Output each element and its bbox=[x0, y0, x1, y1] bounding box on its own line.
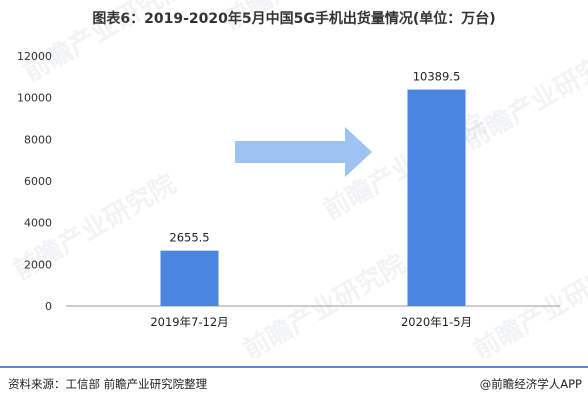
watermark-text: 前瞻产业研究院 bbox=[18, 0, 191, 88]
source-note: 资料来源：工信部 前瞻产业研究院整理 bbox=[8, 377, 208, 391]
data-label: 10389.5 bbox=[413, 70, 461, 84]
y-tick-label: 8000 bbox=[24, 133, 52, 146]
credit-note: @前瞻经济学人APP bbox=[479, 377, 582, 391]
watermark-text: 前瞻产业研究院 bbox=[218, 0, 391, 36]
y-tick-label: 6000 bbox=[24, 175, 52, 188]
footer-divider bbox=[0, 366, 588, 368]
bar bbox=[407, 89, 466, 306]
watermark-text: 前瞻产业研究院 bbox=[468, 248, 588, 358]
arrow-annotation bbox=[235, 127, 372, 177]
x-tick-label: 2019年7-12月 bbox=[150, 315, 228, 329]
y-tick-label: 0 bbox=[45, 300, 52, 313]
y-tick-label: 4000 bbox=[24, 217, 52, 230]
chart-title: 图表6：2019-2020年5月中国5G手机出货量情况(单位：万台) bbox=[92, 11, 496, 27]
footer: 资料来源：工信部 前瞻产业研究院整理 @前瞻经济学人APP bbox=[0, 358, 588, 405]
data-label: 2655.5 bbox=[169, 231, 209, 245]
watermark-text: 前瞻产业研究院 bbox=[238, 248, 411, 358]
x-tick-label: 2020年1-5月 bbox=[401, 315, 472, 329]
y-tick-label: 2000 bbox=[24, 258, 52, 271]
bar bbox=[160, 250, 219, 306]
y-tick-label: 10000 bbox=[17, 92, 52, 105]
y-tick-label: 12000 bbox=[17, 50, 52, 63]
